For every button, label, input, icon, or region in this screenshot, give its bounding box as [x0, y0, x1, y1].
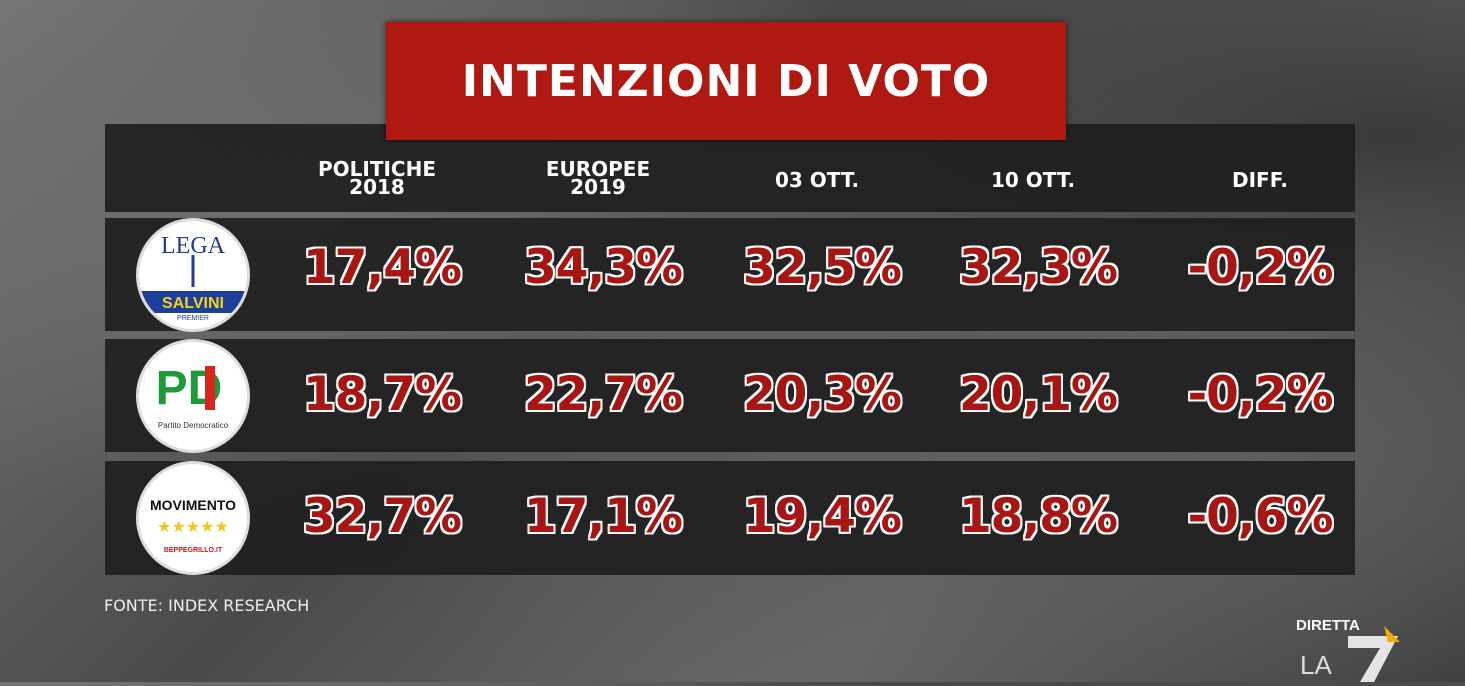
value-lega-politiche-2018: 17,4%: [302, 240, 462, 295]
value-pd-europee-2019: 22,7%: [523, 367, 683, 422]
value-lega-03-ott: 32,5%: [742, 240, 902, 295]
row-panel-lega: [105, 218, 1355, 331]
col-header-10-ott: 10 OTT.: [933, 168, 1133, 192]
value-m5s-diff: -0,6%: [1187, 489, 1334, 544]
brand-line1: DIRETTA: [1296, 617, 1360, 634]
m5s-logo-sub: BEPPEGRILLO.IT: [164, 547, 223, 554]
value-m5s-europee-2019: 17,1%: [523, 489, 683, 544]
value-pd-politiche-2018: 18,7%: [302, 367, 462, 422]
col-header-line: 2018: [349, 175, 405, 199]
col-header-europee: EUROPEE 2019: [498, 157, 698, 199]
col-header-03-ott: 03 OTT.: [717, 168, 917, 192]
brand-line2: LA: [1300, 650, 1332, 680]
lega-logo-sub: PREMIER: [177, 315, 209, 322]
value-m5s-10-ott: 18,8%: [958, 489, 1118, 544]
col-header-diff: DIFF.: [1160, 168, 1360, 192]
col-header-politiche: POLITICHE 2018: [277, 157, 477, 199]
pd-logo: PD Partito Democratico: [136, 339, 250, 453]
m5s-logo: MOVIMENTO ★★★★★ BEPPEGRILLO.IT: [136, 461, 250, 575]
value-pd-03-ott: 20,3%: [742, 367, 902, 422]
value-lega-10-ott: 32,3%: [958, 240, 1118, 295]
value-lega-diff: -0,2%: [1187, 240, 1334, 295]
value-pd-diff: -0,2%: [1187, 367, 1334, 422]
row-panel-pd: [105, 339, 1355, 452]
col-header-line: 10 OTT.: [990, 168, 1076, 192]
value-pd-10-ott: 20,1%: [958, 367, 1118, 422]
m5s-logo-top: MOVIMENTO: [150, 497, 236, 513]
col-header-line: POLITICHE: [317, 157, 436, 181]
lega-logo: LEGA SALVINI PREMIER: [136, 218, 250, 332]
value-lega-europee-2019: 34,3%: [523, 240, 683, 295]
la7-brand-logo: DIRETTA LA: [1296, 614, 1406, 682]
lega-logo-top: LEGA: [161, 233, 226, 259]
col-header-line: 2019: [570, 175, 626, 199]
row-panel-m5s: [105, 461, 1355, 575]
col-header-line: 03 OTT.: [774, 168, 860, 192]
title-banner: INTENZIONI DI VOTO: [386, 22, 1066, 140]
col-header-line: DIFF.: [1231, 168, 1289, 192]
svg-text:★★★★★: ★★★★★: [157, 517, 229, 536]
value-m5s-politiche-2018: 32,7%: [302, 489, 462, 544]
col-header-line: EUROPEE: [545, 157, 651, 181]
pd-logo-sub: Partito Democratico: [158, 421, 229, 430]
page-title: INTENZIONI DI VOTO: [461, 55, 991, 107]
source-note: FONTE: INDEX RESEARCH: [104, 596, 310, 615]
value-m5s-03-ott: 19,4%: [742, 489, 902, 544]
lega-logo-band: SALVINI: [162, 295, 224, 312]
